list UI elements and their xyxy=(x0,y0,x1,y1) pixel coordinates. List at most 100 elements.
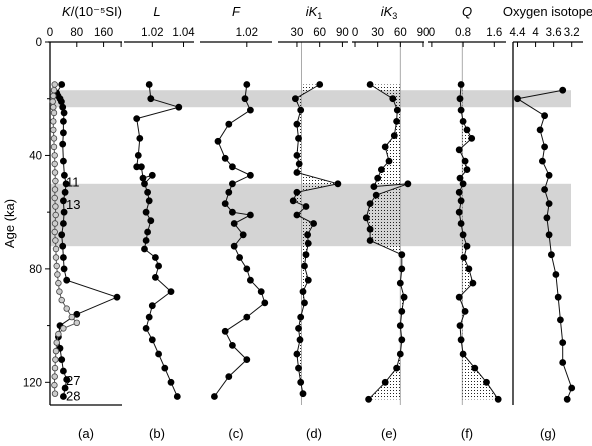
data-point-a-2-7 xyxy=(50,118,57,125)
data-point-a-1-24 xyxy=(73,310,81,318)
data-point-b-1-2 xyxy=(147,95,155,103)
data-point-g-1-3 xyxy=(541,112,548,120)
data-point-d-1-11 xyxy=(289,197,297,205)
data-point-d-1-24 xyxy=(296,336,304,344)
data-point-a-2-32 xyxy=(60,325,67,332)
data-point-f-1-17 xyxy=(463,242,471,250)
data-point-e-1-17 xyxy=(398,251,406,259)
data-point-a-1-18 xyxy=(58,231,66,239)
data-point-a-1-1 xyxy=(58,81,66,88)
data-point-a-2-2 xyxy=(50,86,58,94)
x-tick-label-f: 0 xyxy=(429,27,435,39)
panel-title-main-a: K xyxy=(62,4,72,19)
data-point-c-1-9 xyxy=(228,180,236,188)
data-point-f-1-28 xyxy=(494,395,502,403)
data-point-a-1-16 xyxy=(60,208,68,216)
data-point-a-2-39 xyxy=(51,381,58,389)
data-point-f-1-22 xyxy=(461,307,469,315)
data-point-d-1-19 xyxy=(304,276,312,284)
data-point-a-2-1 xyxy=(51,81,58,88)
data-point-a-2-27 xyxy=(56,288,63,295)
data-point-d-1-3 xyxy=(297,106,305,114)
data-point-a-2-11 xyxy=(51,152,58,159)
data-point-b-1-20 xyxy=(155,262,163,270)
data-point-a-1-29 xyxy=(60,367,67,375)
hatched-fill-d xyxy=(293,84,338,394)
data-point-a-2-29 xyxy=(63,305,70,312)
data-point-d-1-9 xyxy=(334,180,342,188)
data-point-f-1-23 xyxy=(456,322,464,330)
data-point-g-1-15 xyxy=(557,316,564,324)
series-line-a-2 xyxy=(52,84,78,394)
data-point-c-1-18 xyxy=(243,265,251,273)
data-point-a-2-18 xyxy=(52,211,59,219)
data-point-c-1-21 xyxy=(261,299,269,307)
x-tick-label-g: 4.4 xyxy=(510,27,527,39)
data-point-g-1-1 xyxy=(559,86,567,94)
data-point-c-1-6 xyxy=(221,154,229,162)
data-point-a-2-24 xyxy=(53,262,60,270)
data-point-f-1-24 xyxy=(457,336,465,344)
data-point-d-1-5 xyxy=(295,134,302,142)
data-point-a-2-40 xyxy=(51,390,59,397)
data-point-f-1-9 xyxy=(463,166,471,174)
data-point-c-1-11 xyxy=(221,200,229,208)
data-point-b-1-19 xyxy=(151,254,159,261)
data-point-d-1-16 xyxy=(304,239,312,247)
data-point-g-1-17 xyxy=(559,359,567,366)
data-point-a-1-20 xyxy=(60,254,67,261)
data-point-a-2-30 xyxy=(68,313,75,321)
data-point-e-1-9 xyxy=(374,174,382,182)
data-point-c-1-22 xyxy=(243,313,251,321)
data-point-g-1-16 xyxy=(559,339,567,347)
data-point-d-1-14 xyxy=(310,220,318,227)
data-point-f-1-18 xyxy=(460,254,468,261)
mis-label-13: 13 xyxy=(66,197,80,212)
data-point-a-2-34 xyxy=(53,339,60,346)
data-point-a-1-8 xyxy=(60,118,67,125)
data-point-f-1-12 xyxy=(455,188,463,196)
panel-title-main-d: iK xyxy=(306,4,319,19)
data-point-b-1-26 xyxy=(148,336,156,344)
data-point-e-1-14 xyxy=(362,214,370,222)
data-point-e-1-21 xyxy=(398,307,406,315)
data-point-a-1-10 xyxy=(59,140,67,148)
data-point-a-2-9 xyxy=(50,135,58,142)
panel-title-main-g: Oxygen isotope xyxy=(503,4,592,19)
data-point-b-1-8 xyxy=(137,163,145,171)
data-point-f-1-8 xyxy=(461,157,469,165)
data-point-b-1-23 xyxy=(148,302,156,310)
data-point-e-1-24 xyxy=(396,350,404,358)
data-point-b-1-28 xyxy=(161,364,169,372)
data-point-a-2-17 xyxy=(52,203,59,210)
data-point-c-1-2 xyxy=(241,95,249,103)
data-point-a-2-14 xyxy=(52,177,59,185)
data-point-c-1-1 xyxy=(243,81,251,88)
data-point-e-1-20 xyxy=(400,293,408,301)
data-point-c-1-7 xyxy=(228,163,236,171)
data-point-d-1-7 xyxy=(295,160,303,168)
data-point-g-1-4 xyxy=(536,126,544,134)
data-point-b-1-11 xyxy=(141,180,148,188)
data-point-f-1-3 xyxy=(457,106,465,114)
panel-title-f: Q xyxy=(462,4,472,19)
data-point-a-1-7 xyxy=(60,109,68,117)
data-point-d-1-27 xyxy=(297,378,305,386)
x-tick-label-a: 80 xyxy=(70,27,83,39)
data-point-c-1-23 xyxy=(221,327,229,335)
x-tick-label-e: 0 xyxy=(352,27,358,39)
data-point-a-2-6 xyxy=(50,109,58,117)
hatched-fill-f xyxy=(459,84,499,400)
x-tick-label-e: 30 xyxy=(371,27,384,39)
data-point-d-1-26 xyxy=(295,364,302,372)
data-point-a-1-17 xyxy=(60,220,67,227)
x-tick-label-d: 30 xyxy=(291,27,304,39)
data-point-b-1-24 xyxy=(145,313,153,321)
data-point-d-1-18 xyxy=(301,262,308,270)
x-tick-label-a: 160 xyxy=(94,27,113,39)
panel-title-sub-e: 3 xyxy=(392,11,397,21)
data-point-d-1-28 xyxy=(299,390,307,398)
data-point-e-1-16 xyxy=(366,237,374,244)
data-point-c-1-16 xyxy=(230,242,238,250)
